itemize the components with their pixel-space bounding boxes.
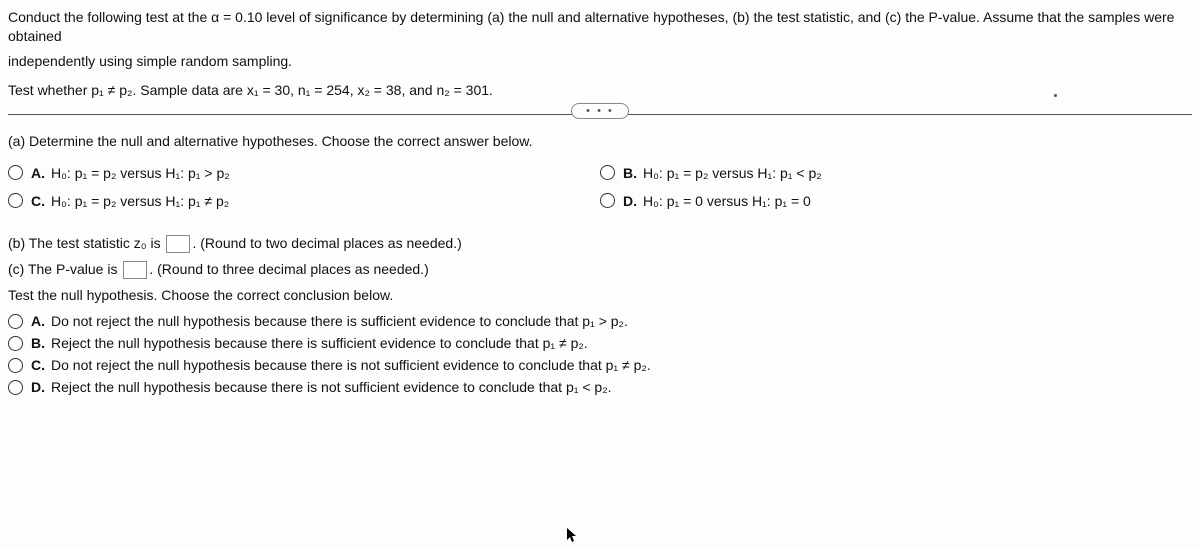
radio-a-C[interactable] <box>8 193 23 208</box>
part-c-suffix: . (Round to three decimal places as need… <box>149 261 428 277</box>
option-text: Do not reject the null hypothesis becaus… <box>51 313 628 329</box>
option-text: H₀: p₁ = 0 versus H₁: p₁ = 0 <box>643 193 811 209</box>
pvalue-input[interactable] <box>123 261 147 279</box>
radio-c-D[interactable] <box>8 380 23 395</box>
radio-a-A[interactable] <box>8 165 23 180</box>
cursor-icon <box>567 528 579 547</box>
option-text: H₀: p₁ = p₂ versus H₁: p₁ ≠ p₂ <box>51 193 229 209</box>
option-label: D. <box>31 379 45 395</box>
option-text: H₀: p₁ = p₂ versus H₁: p₁ > p₂ <box>51 165 230 181</box>
radio-c-A[interactable] <box>8 314 23 329</box>
part-b-line: (b) The test statistic z₀ is . (Round to… <box>8 235 1192 253</box>
option-label: A. <box>31 313 45 329</box>
option-label: A. <box>31 165 45 181</box>
ellipsis-button[interactable]: • • • <box>571 103 629 119</box>
part-c-prefix: (c) The P-value is <box>8 261 121 277</box>
option-text: Reject the null hypothesis because there… <box>51 335 588 351</box>
radio-c-B[interactable] <box>8 336 23 351</box>
radio-c-C[interactable] <box>8 358 23 373</box>
option-label: C. <box>31 357 45 373</box>
intro-line-1: Conduct the following test at the α = 0.… <box>8 8 1192 46</box>
option-text: H₀: p₁ = p₂ versus H₁: p₁ < p₂ <box>643 165 822 181</box>
radio-a-D[interactable] <box>600 193 615 208</box>
part-b-prefix: (b) The test statistic z₀ is <box>8 235 164 251</box>
conclusion-prompt: Test the null hypothesis. Choose the cor… <box>8 287 1192 303</box>
intro-line-3: Test whether p₁ ≠ p₂. Sample data are x₁… <box>8 81 1192 100</box>
option-label: D. <box>623 193 637 209</box>
part-a-prompt: (a) Determine the null and alternative h… <box>8 133 1192 149</box>
option-label: B. <box>623 165 637 181</box>
option-label: B. <box>31 335 45 351</box>
radio-a-B[interactable] <box>600 165 615 180</box>
part-a-options: A. H₀: p₁ = p₂ versus H₁: p₁ > p₂ C. H₀:… <box>8 159 1192 221</box>
z0-input[interactable] <box>166 235 190 253</box>
part-b-suffix: . (Round to two decimal places as needed… <box>192 235 461 251</box>
part-c-line: (c) The P-value is . (Round to three dec… <box>8 261 1192 279</box>
option-label: C. <box>31 193 45 209</box>
conclusion-options: A. Do not reject the null hypothesis bec… <box>8 313 1192 395</box>
stray-dot <box>1054 94 1057 97</box>
option-text: Do not reject the null hypothesis becaus… <box>51 357 651 373</box>
intro-line-2: independently using simple random sampli… <box>8 52 1192 71</box>
option-text: Reject the null hypothesis because there… <box>51 379 612 395</box>
